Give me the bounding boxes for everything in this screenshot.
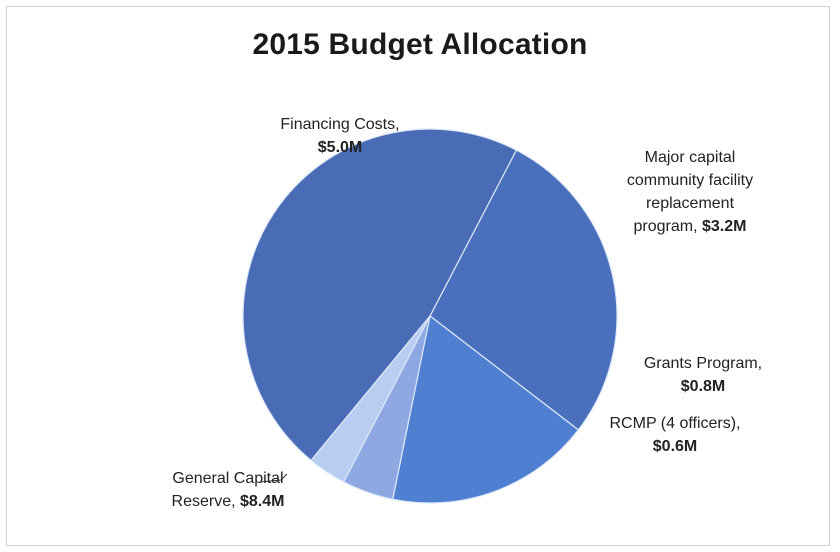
label-grants-program: Grants Program, $0.8M [628, 352, 778, 398]
label-general-capital-reserve: General Capital Reserve, $8.4M [168, 467, 288, 513]
label-major-capital-value: $3.2M [702, 218, 747, 235]
label-financing-costs-name: Financing Costs, [280, 116, 400, 133]
chart-frame [6, 6, 830, 546]
label-financing-costs: Financing Costs, $5.0M [220, 113, 460, 159]
label-general-capital-reserve-name: General Capital Reserve, [171, 470, 284, 510]
pie-slice-financing-costs [429, 149, 618, 431]
label-grants-program-value: $0.8M [680, 378, 726, 395]
pie-slice-general-capital-reserve [242, 128, 518, 462]
label-general-capital-reserve-value: $8.4M [240, 493, 285, 510]
label-rcmp: RCMP (4 officers), $0.6M [590, 412, 760, 458]
chart-title: 2015 Budget Allocation [252, 28, 588, 61]
label-grants-program-name: Grants Program, [643, 355, 763, 372]
pie-slice-major-capital [392, 314, 580, 504]
label-rcmp-value: $0.6M [652, 438, 698, 455]
label-rcmp-name: RCMP (4 officers), [609, 415, 741, 432]
label-financing-costs-value: $5.0M [317, 139, 363, 156]
label-major-capital-name: Major capital community facility replace… [626, 149, 754, 235]
leader-line-general-capital-reserve [259, 473, 288, 483]
label-major-capital: Major capital community facility replace… [620, 146, 760, 238]
